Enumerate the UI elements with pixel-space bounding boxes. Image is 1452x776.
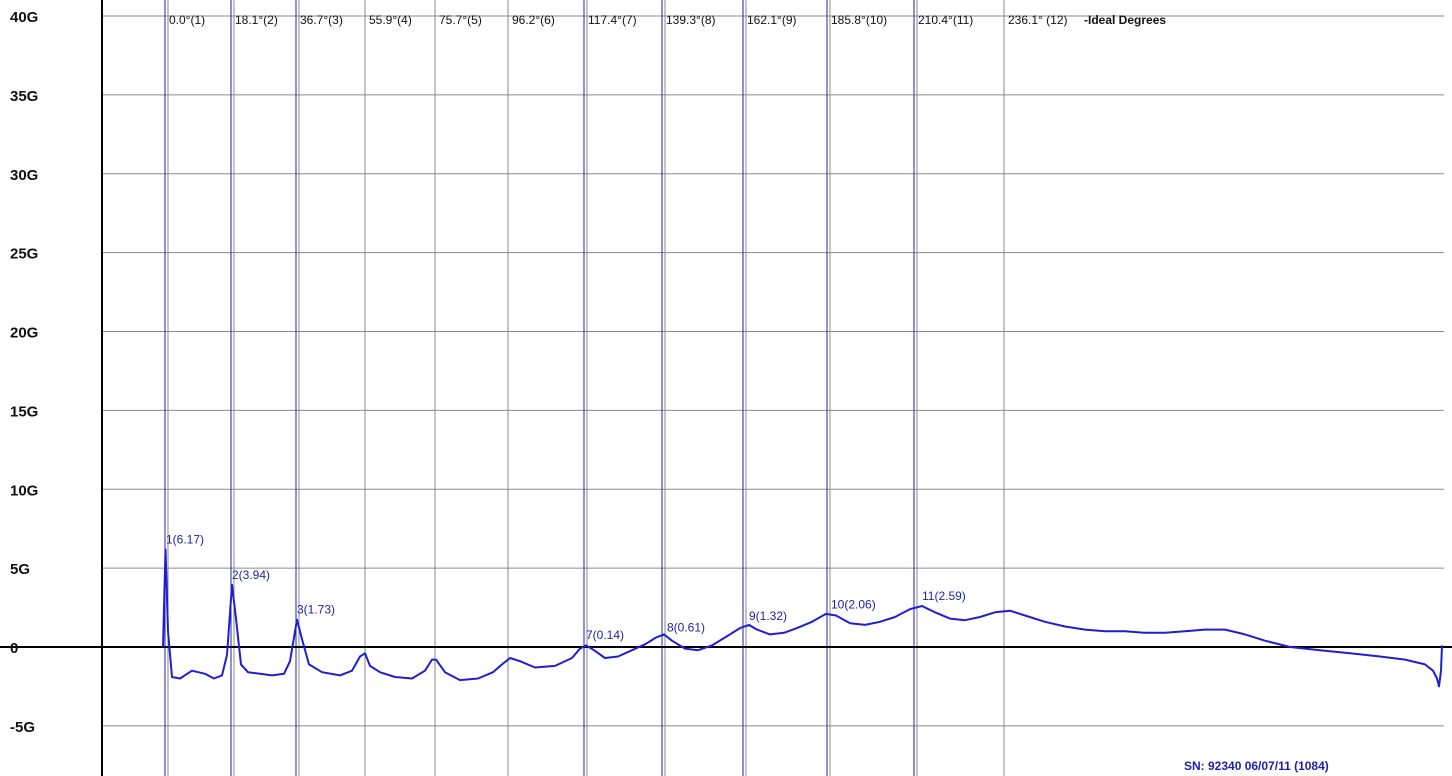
labels: 40G 35G 30G 25G 20G 15G 10G 5G 0 -5G 0.0°(1) 18.1°(… bbox=[10, 9, 1166, 736]
peak-label: 2(3.94) bbox=[232, 568, 270, 582]
y-tick-label: 20G bbox=[10, 325, 38, 342]
ideal-marker-label: 75.7°(5) bbox=[439, 13, 482, 27]
peak-label: 11(2.59) bbox=[922, 589, 966, 603]
y-tick-label: 15G bbox=[10, 403, 38, 420]
y-tick-label: 5G bbox=[10, 561, 30, 578]
ideal-marker-label: 18.1°(2) bbox=[235, 13, 278, 27]
y-tick-label: 0 bbox=[10, 640, 18, 657]
serial-number-text: SN: 92340 06/07/11 (1084) bbox=[1184, 759, 1329, 773]
ideal-marker-label: 236.1° (12) bbox=[1008, 13, 1068, 27]
y-tick-label: -5G bbox=[10, 719, 35, 736]
peak-label: 1(6.17) bbox=[166, 533, 204, 547]
y-tick-label: 40G bbox=[10, 9, 38, 26]
y-tick-label: 25G bbox=[10, 246, 38, 263]
peak-label: 3(1.73) bbox=[297, 603, 335, 617]
grid-layer bbox=[102, 15, 1444, 727]
peak-label: 7(0.14) bbox=[586, 628, 624, 642]
y-tick-label: 10G bbox=[10, 482, 38, 499]
vibration-trace-line bbox=[162, 548, 1443, 688]
peak-label: 8(0.61) bbox=[667, 620, 705, 634]
ideal-marker-label: 139.3°(8) bbox=[666, 13, 716, 27]
y-tick-label: 30G bbox=[10, 167, 38, 184]
ideal-marker-label: 210.4°(11) bbox=[918, 13, 973, 27]
ideal-marker-label: 55.9°(4) bbox=[369, 13, 412, 27]
ideal-marker-label: 36.7°(3) bbox=[300, 13, 343, 27]
ideal-marker-label: 162.1°(9) bbox=[747, 13, 797, 27]
ideal-degrees-label: -Ideal Degrees bbox=[1084, 13, 1166, 27]
peak-label: 10(2.06) bbox=[831, 598, 876, 612]
ideal-marker-label: 185.8°(10) bbox=[831, 13, 887, 27]
ideal-marker-label: 0.0°(1) bbox=[169, 13, 205, 27]
ideal-marker-label: 96.2°(6) bbox=[512, 13, 555, 27]
vibration-trace bbox=[162, 548, 1443, 688]
ideal-marker-label: 117.4°(7) bbox=[588, 13, 637, 27]
peak-label: 9(1.32) bbox=[749, 609, 787, 623]
y-tick-label: 35G bbox=[10, 88, 38, 105]
